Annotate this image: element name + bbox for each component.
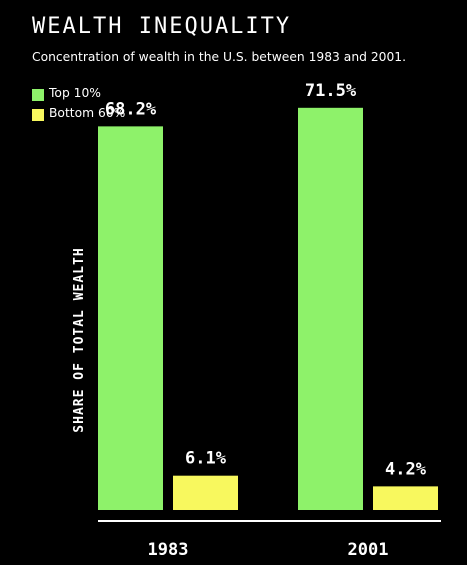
data-label-top-10-1983: 68.2%	[105, 99, 157, 119]
data-label-top-10-2001: 71.5%	[305, 81, 357, 101]
bar-top-10-1983	[98, 126, 163, 510]
data-label-bottom-60-1983: 6.1%	[185, 449, 227, 469]
chart-title: WEALTH INEQUALITY	[32, 14, 292, 39]
chart-subtitle: Concentration of wealth in the U.S. betw…	[32, 50, 407, 64]
legend-swatch-top-10	[32, 89, 44, 101]
bar-bottom-60-2001	[373, 486, 438, 510]
y-axis-label: SHARE OF TOTAL WEALTH	[72, 247, 87, 432]
data-label-bottom-60-2001: 4.2%	[385, 459, 427, 479]
x-tick-label-2001: 2001	[348, 540, 389, 560]
legend-label-top-10: Top 10%	[49, 86, 101, 100]
bar-bottom-60-1983	[173, 475, 238, 510]
legend-label-bottom-60: Bottom 60%	[49, 106, 126, 120]
bar-top-10-2001	[298, 107, 363, 510]
x-tick-label-1983: 1983	[148, 540, 189, 560]
legend-swatch-bottom-60	[32, 109, 44, 121]
